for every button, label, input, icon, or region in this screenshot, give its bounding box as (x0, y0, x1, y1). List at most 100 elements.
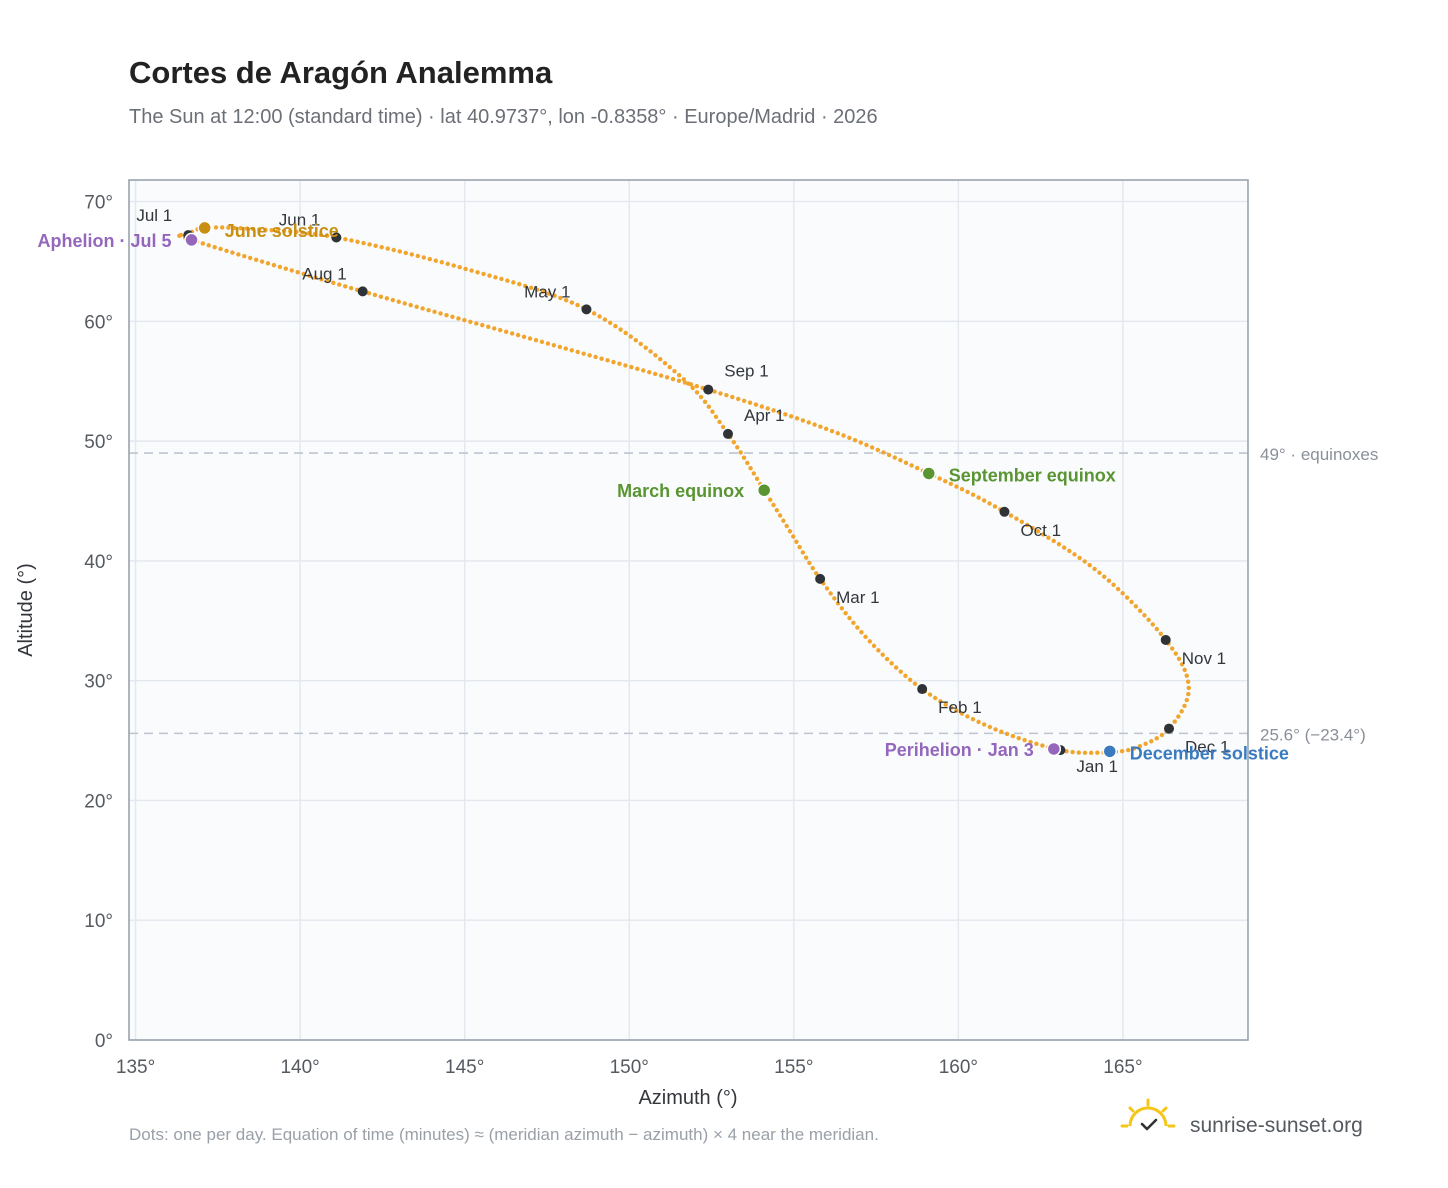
y-tick-label: 10° (84, 911, 113, 932)
daily-sun-dot (864, 442, 869, 448)
daily-sun-dot (824, 426, 829, 432)
daily-sun-dot (1010, 733, 1016, 739)
daily-sun-dot (1070, 749, 1075, 755)
daily-sun-dot (1088, 750, 1094, 756)
daily-sun-dot (794, 416, 800, 421)
daily-sun-dot (871, 643, 877, 649)
daily-sun-dot (591, 311, 597, 316)
daily-sun-dot (892, 455, 897, 460)
daily-sun-dot (992, 504, 998, 509)
daily-sun-dot (628, 334, 633, 339)
daily-sun-dot (643, 345, 648, 350)
daily-sun-dot (814, 571, 819, 576)
daily-sun-dot (250, 226, 256, 232)
daily-sun-dot (361, 240, 366, 246)
daily-sun-dot (605, 358, 610, 363)
daily-sun-dot (800, 418, 806, 423)
daily-sun-dot (348, 285, 354, 291)
daily-sun-dot (456, 316, 461, 321)
daily-sun-dot (515, 332, 521, 338)
daily-sun-dot (1129, 599, 1134, 605)
daily-sun-dot (954, 484, 959, 489)
daily-sun-dot (812, 422, 817, 427)
x-tick-label: 150° (610, 1057, 649, 1078)
daily-sun-dot (1133, 604, 1139, 609)
daily-sun-dot (372, 292, 378, 298)
daily-sun-dot (587, 353, 592, 358)
daily-sun-dot (1124, 595, 1130, 600)
x-tick-label: 135° (116, 1057, 155, 1078)
daily-sun-dot (263, 227, 268, 233)
daily-sun-dot (797, 544, 802, 550)
daily-sun-dot (1186, 691, 1191, 697)
daily-sun-dot (300, 230, 305, 235)
daily-sun-dot (903, 460, 909, 465)
daily-sun-dot (384, 296, 390, 301)
event-label: Aphelion · Jul 5 (38, 231, 172, 251)
daily-sun-dot (718, 391, 723, 396)
event-label: December solstice (1130, 743, 1289, 763)
daily-sun-dot (232, 225, 237, 231)
daily-sun-dot (839, 606, 845, 611)
daily-sun-dot (633, 338, 638, 343)
month-label: Apr 1 (744, 406, 785, 425)
event-marker (756, 482, 772, 498)
month-marker (1164, 723, 1175, 734)
daily-sun-dot (943, 702, 948, 707)
daily-sun-dot (1184, 697, 1190, 703)
daily-sun-dot (1115, 586, 1121, 592)
daily-sun-dot (881, 450, 886, 455)
month-label: Sep 1 (724, 362, 768, 381)
daily-sun-dot (690, 385, 695, 391)
daily-sun-dot (800, 550, 806, 555)
daily-sun-dot (457, 265, 462, 270)
month-label: Mar 1 (836, 588, 879, 607)
daily-sun-dot (791, 534, 796, 539)
daily-sun-dot (325, 278, 330, 284)
daily-sun-dot (1030, 525, 1035, 531)
daily-sun-dot (581, 351, 586, 356)
daily-sun-dot (965, 714, 970, 719)
daily-sun-dot (343, 284, 348, 289)
daily-sun-dot (970, 492, 976, 497)
daily-sun-dot (745, 460, 750, 466)
daily-sun-dot (1077, 555, 1082, 561)
y-tick-label: 0° (95, 1031, 113, 1052)
daily-sun-dot (1125, 747, 1131, 753)
daily-sun-dot (569, 348, 574, 353)
daily-sun-dot (212, 244, 217, 250)
daily-sun-dot (641, 368, 646, 373)
daily-sun-dot (970, 717, 976, 722)
month-marker (357, 286, 368, 297)
event-marker (1102, 744, 1118, 759)
daily-sun-dot (1182, 703, 1187, 709)
daily-sun-dot (1158, 631, 1164, 637)
daily-sun-dot (307, 273, 312, 278)
daily-sun-dot (647, 369, 652, 375)
daily-sun-dot (511, 280, 516, 285)
daily-sun-dot (206, 243, 211, 248)
daily-sun-dot (563, 297, 569, 303)
daily-sun-dot (730, 394, 735, 400)
daily-sun-dot (629, 364, 634, 370)
event-marker (184, 232, 199, 248)
daily-sun-dot (1179, 662, 1185, 667)
plot-frame (128, 179, 1249, 1041)
daily-sun-dot (807, 560, 812, 566)
daily-sun-dot (289, 268, 294, 273)
event-label: March equinox (617, 481, 744, 501)
month-label: Feb 1 (938, 698, 981, 717)
daily-sun-dot (433, 258, 438, 263)
daily-sun-dot (569, 300, 575, 305)
daily-sun-dot (676, 373, 682, 378)
daily-sun-dot (312, 231, 318, 237)
daily-sun-dot (1137, 608, 1143, 613)
daily-sun-dot (965, 489, 970, 495)
daily-sun-dot (676, 378, 682, 384)
daily-sun-dot (1106, 578, 1112, 583)
daily-sun-dot (1186, 685, 1191, 691)
month-label: Nov 1 (1182, 649, 1226, 668)
daily-sun-dot (828, 591, 833, 596)
daily-sun-dot (1159, 732, 1165, 738)
